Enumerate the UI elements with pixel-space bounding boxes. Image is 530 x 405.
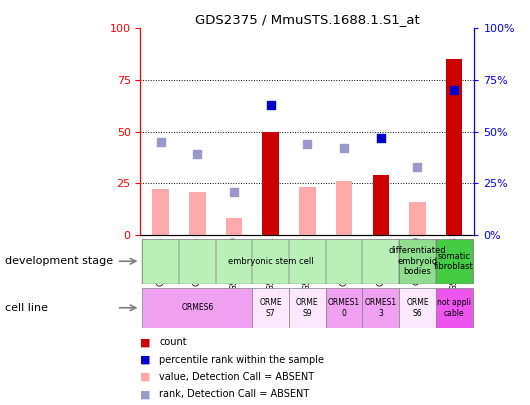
Text: not appli
cable: not appli cable <box>437 298 471 318</box>
Text: development stage: development stage <box>5 256 113 266</box>
Text: ■: ■ <box>140 390 151 399</box>
Bar <box>142 288 252 328</box>
Point <box>413 164 422 170</box>
Bar <box>373 175 389 235</box>
Bar <box>336 181 352 235</box>
Text: ORME
S7: ORME S7 <box>259 298 282 318</box>
Text: ORMES6: ORMES6 <box>181 303 214 312</box>
Bar <box>142 239 399 284</box>
Bar <box>326 239 363 284</box>
Bar <box>363 288 399 328</box>
Bar <box>436 288 473 328</box>
Text: ■: ■ <box>140 372 151 382</box>
Bar <box>189 192 206 235</box>
Text: ■: ■ <box>140 337 151 347</box>
Text: ORME
S9: ORME S9 <box>296 298 319 318</box>
Bar <box>436 239 473 284</box>
Text: ORME
S6: ORME S6 <box>406 298 429 318</box>
Point <box>340 145 348 151</box>
Bar <box>409 202 426 235</box>
Point <box>376 134 385 141</box>
Bar <box>446 60 462 235</box>
Bar <box>326 288 363 328</box>
Bar <box>399 239 436 284</box>
Bar <box>262 132 279 235</box>
Bar <box>399 288 436 328</box>
Point <box>230 188 239 195</box>
Text: differentiated
embryoid
bodies: differentiated embryoid bodies <box>388 246 446 276</box>
Bar <box>436 239 473 284</box>
Bar <box>153 190 169 235</box>
Text: rank, Detection Call = ABSENT: rank, Detection Call = ABSENT <box>159 390 309 399</box>
Text: ORMES1
0: ORMES1 0 <box>328 298 360 318</box>
Text: percentile rank within the sample: percentile rank within the sample <box>159 355 324 364</box>
Text: count: count <box>159 337 187 347</box>
Text: somatic
fibroblast: somatic fibroblast <box>434 252 474 271</box>
Point <box>267 102 275 108</box>
Bar <box>289 288 326 328</box>
Title: GDS2375 / MmuSTS.1688.1.S1_at: GDS2375 / MmuSTS.1688.1.S1_at <box>195 13 420 26</box>
Bar <box>142 239 179 284</box>
Bar <box>289 239 326 284</box>
Text: cell line: cell line <box>5 303 48 313</box>
Bar <box>179 239 216 284</box>
Text: embryonic stem cell: embryonic stem cell <box>228 257 314 266</box>
Point <box>156 139 165 145</box>
Text: value, Detection Call = ABSENT: value, Detection Call = ABSENT <box>159 372 314 382</box>
Text: ORMES1
3: ORMES1 3 <box>365 298 397 318</box>
Point <box>450 87 458 94</box>
Bar <box>216 239 252 284</box>
Bar <box>399 239 436 284</box>
Bar <box>363 239 399 284</box>
Point <box>303 141 312 147</box>
Point <box>193 151 201 158</box>
Text: ■: ■ <box>140 355 151 364</box>
Bar <box>252 288 289 328</box>
Bar <box>226 218 242 235</box>
Bar <box>299 188 316 235</box>
Bar <box>252 239 289 284</box>
